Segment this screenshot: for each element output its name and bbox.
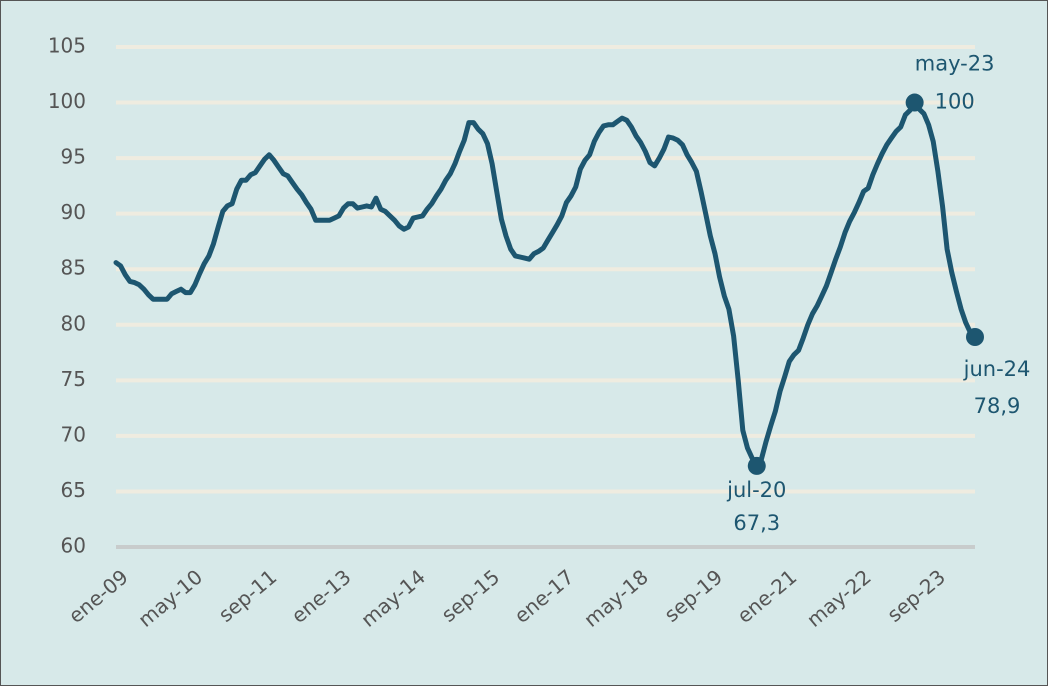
annotation-value: 78,9 bbox=[974, 394, 1021, 418]
y-tick-label: 85 bbox=[61, 256, 86, 280]
y-tick-label: 90 bbox=[61, 200, 86, 224]
annotation-value: 100 bbox=[935, 90, 975, 114]
annotation-value: 67,3 bbox=[733, 511, 780, 535]
y-tick-label: 75 bbox=[61, 367, 86, 391]
annotation-label: jun-24 bbox=[963, 357, 1031, 381]
annotation-dot bbox=[905, 93, 924, 112]
y-tick-label: 65 bbox=[61, 478, 86, 502]
y-tick-label: 60 bbox=[61, 534, 86, 558]
y-tick-label: 105 bbox=[48, 34, 86, 58]
line-series bbox=[113, 100, 978, 469]
y-tick-label: 80 bbox=[61, 311, 86, 335]
y-tick-label: 100 bbox=[48, 89, 86, 113]
y-tick-label: 95 bbox=[61, 145, 86, 169]
y-tick-label: 70 bbox=[61, 422, 86, 446]
annotation-label: may-23 bbox=[915, 52, 995, 76]
annotation-label: jul-20 bbox=[726, 478, 786, 502]
annotation-dot bbox=[966, 328, 984, 346]
annotation-dot bbox=[747, 456, 766, 475]
